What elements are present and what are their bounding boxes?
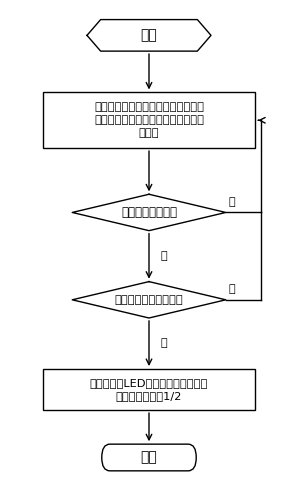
Text: 占空比调至最低？: 占空比调至最低？ [121,206,177,219]
Text: 在恒定电流下，采用脉宽调制方式，
通过调节占空比的大小来变现不同的
灰度级: 在恒定电流下，采用脉宽调制方式， 通过调节占空比的大小来变现不同的 灰度级 [94,102,204,139]
FancyBboxPatch shape [102,444,196,471]
Polygon shape [72,282,226,318]
Bar [43,92,255,148]
Text: 开始: 开始 [141,28,157,42]
Text: 否: 否 [229,284,235,294]
Polygon shape [72,194,226,231]
Text: 是: 是 [161,251,167,261]
Text: 否: 否 [229,197,235,206]
Text: 结束: 结束 [141,450,157,465]
Text: 将当前通过LED的电流降低若干级，
每级降低幅度为1/2: 将当前通过LED的电流降低若干级， 每级降低幅度为1/2 [90,378,208,401]
Text: 是: 是 [161,339,167,348]
Polygon shape [87,20,211,51]
Bar [43,369,255,410]
Text: 还需进一步降低灰度？: 还需进一步降低灰度？ [115,295,183,305]
